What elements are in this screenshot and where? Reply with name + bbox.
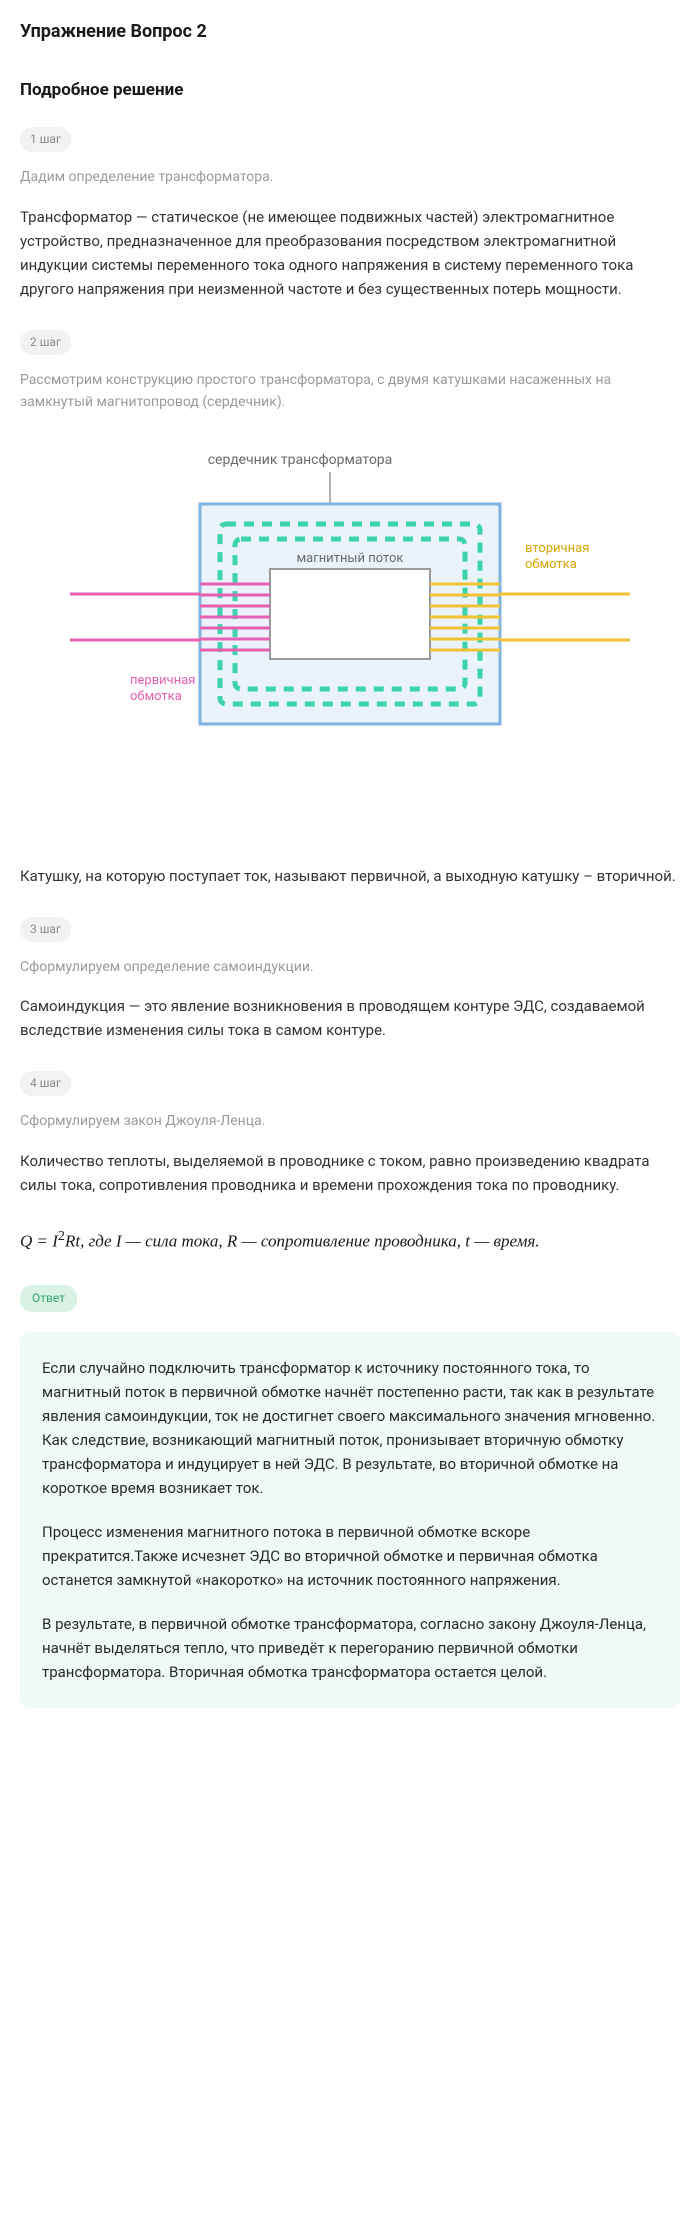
- step-3: 3 шаг Сформулируем определение самоиндук…: [20, 916, 680, 1043]
- svg-text:вторичная: вторичная: [525, 541, 589, 556]
- solution-subtitle: Подробное решение: [20, 77, 680, 104]
- svg-text:обмотка: обмотка: [525, 557, 577, 572]
- post-diagram-text: Катушку, на которую поступает ток, назыв…: [20, 864, 680, 888]
- formula-prefix: Q = I: [20, 1231, 58, 1250]
- svg-text:обмотка: обмотка: [130, 689, 182, 704]
- answer-box: Если случайно подключить трансформатор к…: [20, 1332, 680, 1708]
- step-description: Сформулируем закон Джоуля-Ленца.: [20, 1110, 680, 1132]
- step-badge: 2 шаг: [20, 330, 71, 355]
- step-badge: 4 шаг: [20, 1071, 71, 1096]
- svg-text:первичная: первичная: [130, 673, 195, 688]
- step-badge: 1 шаг: [20, 127, 71, 152]
- answer-badge: Ответ: [20, 1285, 77, 1312]
- answer-paragraph: Если случайно подключить трансформатор к…: [42, 1356, 658, 1500]
- step-body: Количество теплоты, выделяемой в проводн…: [20, 1149, 680, 1197]
- transformer-diagram: сердечник трансформатора магнитный поток п…: [20, 444, 680, 744]
- step-description: Дадим определение трансформатора.: [20, 166, 680, 188]
- exercise-title: Упражнение Вопрос 2: [20, 18, 680, 47]
- step-body: Трансформатор — статическое (не имеющее …: [20, 205, 680, 301]
- formula-sup: 2: [58, 1228, 65, 1244]
- formula: Q = I2Rt, где I — сила тока, R — сопроти…: [20, 1225, 680, 1255]
- answer-paragraph: Процесс изменения магнитного потока в пе…: [42, 1520, 658, 1592]
- step-body: Самоиндукция — это явление возникновения…: [20, 994, 680, 1042]
- step-1: 1 шаг Дадим определение трансформатора. …: [20, 126, 680, 301]
- step-4: 4 шаг Сформулируем закон Джоуля-Ленца. К…: [20, 1070, 680, 1197]
- svg-text:магнитный поток: магнитный поток: [297, 551, 404, 566]
- svg-text:сердечник трансформатора: сердечник трансформатора: [208, 452, 393, 468]
- step-description: Рассмотрим конструкцию простого трансфор…: [20, 369, 680, 414]
- step-description: Сформулируем определение самоиндукции.: [20, 956, 680, 978]
- answer-paragraph: В результате, в первичной обмотке трансф…: [42, 1612, 658, 1684]
- step-badge: 3 шаг: [20, 917, 71, 942]
- step-2: 2 шаг Рассмотрим конструкцию простого тр…: [20, 329, 680, 414]
- formula-mid: Rt, где I — сила тока, R — сопротивление…: [65, 1231, 540, 1250]
